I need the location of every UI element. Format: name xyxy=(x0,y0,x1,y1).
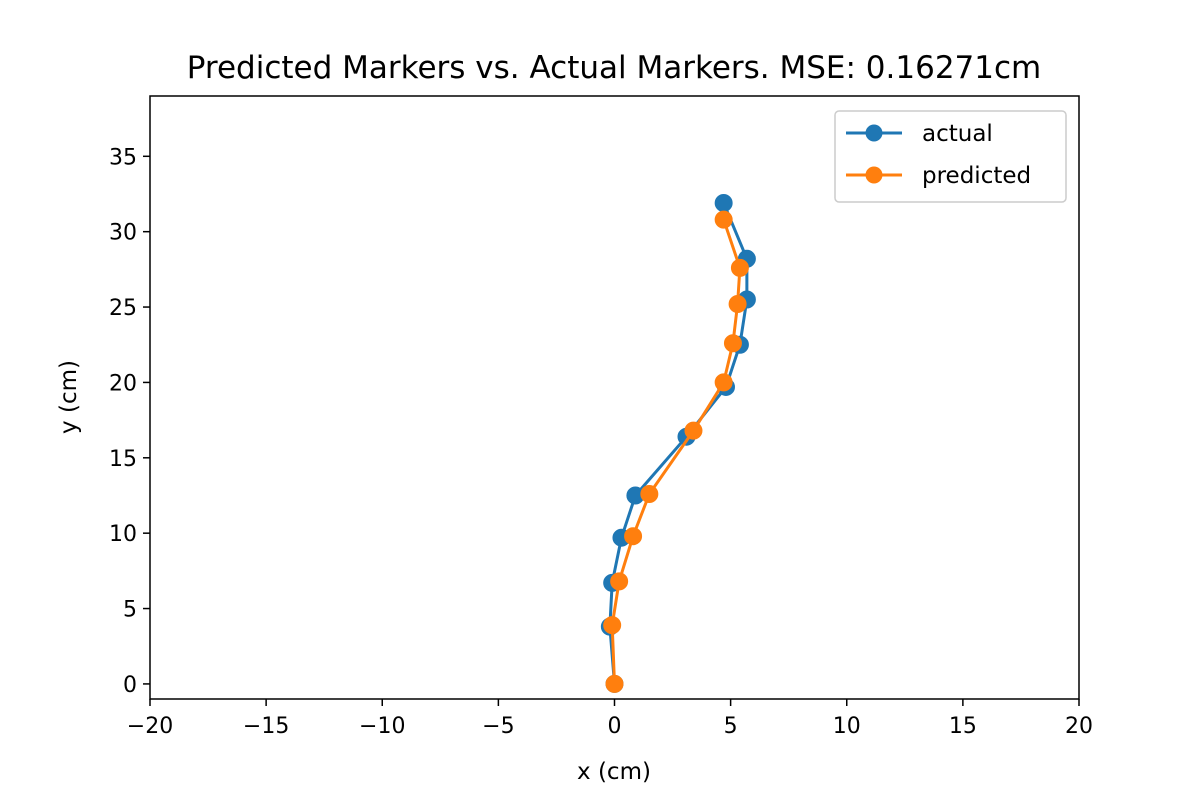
data-point-predicted xyxy=(640,484,659,503)
legend-label-predicted: predicted xyxy=(922,163,1031,189)
data-point-predicted xyxy=(684,421,703,440)
data-point-predicted xyxy=(728,295,747,314)
data-point-actual xyxy=(714,194,733,213)
data-point-predicted xyxy=(610,572,629,591)
x-tick-label: −5 xyxy=(482,714,514,739)
y-tick-label: 35 xyxy=(109,145,137,170)
x-tick-label: 5 xyxy=(724,714,738,739)
data-point-predicted xyxy=(723,334,742,353)
x-tick-label: −15 xyxy=(243,714,289,739)
legend-label-actual: actual xyxy=(922,121,993,147)
x-axis-label: x (cm) xyxy=(577,759,651,785)
data-point-predicted xyxy=(714,373,733,392)
y-tick-label: 10 xyxy=(109,522,137,547)
chart-title: Predicted Markers vs. Actual Markers. MS… xyxy=(187,50,1041,86)
y-tick-label: 0 xyxy=(123,673,137,698)
y-tick-label: 20 xyxy=(109,371,137,396)
data-point-predicted xyxy=(605,674,624,693)
x-tick-label: 15 xyxy=(949,714,977,739)
y-axis-label: y (cm) xyxy=(56,360,82,434)
plot-frame xyxy=(149,95,1080,700)
legend-marker-actual xyxy=(865,124,883,142)
data-point-predicted xyxy=(603,616,622,635)
x-tick-label: 10 xyxy=(833,714,861,739)
series-layer xyxy=(600,194,756,693)
y-axis-ticks: 0 5 10 15 20 25 30 35 xyxy=(109,145,150,698)
legend-entries: actual predicted xyxy=(846,121,1031,189)
x-axis-ticks: −20 −15 −10 −5 0 5 10 15 20 xyxy=(127,699,1093,739)
data-point-predicted xyxy=(624,527,643,546)
y-tick-label: 5 xyxy=(123,598,137,623)
y-tick-label: 25 xyxy=(109,296,137,321)
x-tick-label: 0 xyxy=(608,714,622,739)
x-tick-label: −20 xyxy=(127,714,173,739)
legend: actual predicted xyxy=(834,110,1067,203)
series-predicted xyxy=(603,210,749,693)
x-tick-label: 20 xyxy=(1065,714,1093,739)
data-point-predicted xyxy=(730,258,749,277)
data-point-predicted xyxy=(714,210,733,229)
legend-marker-predicted xyxy=(865,166,883,184)
x-tick-label: −10 xyxy=(359,714,405,739)
y-tick-label: 15 xyxy=(109,447,137,472)
y-tick-label: 30 xyxy=(109,221,137,246)
